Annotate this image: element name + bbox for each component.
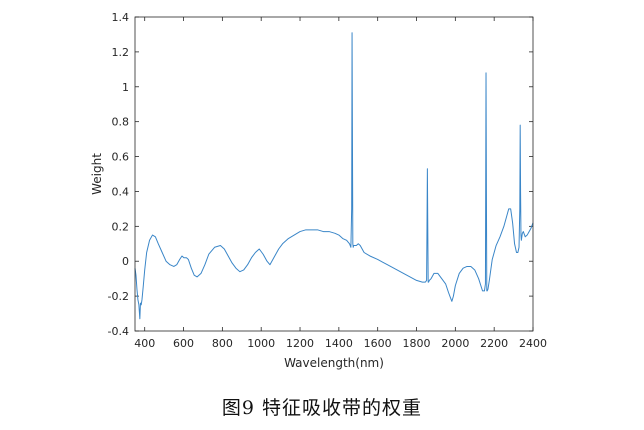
figure-caption: 图9 特征吸收带的权重 <box>221 397 423 419</box>
series-line <box>134 32 534 320</box>
x-tick-label: 2000 <box>441 337 469 350</box>
x-tick-label: 1400 <box>325 337 353 350</box>
y-tick-label: 0 <box>122 255 129 268</box>
weight-spectrum-chart: 400 600 800 1000 1200 1400 1600 1800 2000 2200 240… <box>90 11 547 370</box>
x-tick-label: 2400 <box>519 337 547 350</box>
y-tick-label: 0.6 <box>112 151 130 164</box>
x-tick-label: 400 <box>134 337 155 350</box>
plot-area <box>135 17 533 331</box>
y-tick-label: 0.2 <box>112 220 130 233</box>
y-tick-label: 0.4 <box>112 185 130 198</box>
y-axis-label: Weight <box>90 153 104 195</box>
tick-labels: 400 600 800 1000 1200 1400 1600 1800 2000 2200 240… <box>108 11 547 350</box>
plot-frame <box>134 16 534 332</box>
x-axis-label: Wavelength(nm) <box>284 356 384 370</box>
y-tick-label: 1.2 <box>112 46 130 59</box>
y-tick-label: 1 <box>122 81 129 94</box>
x-tick-label: 1800 <box>403 337 431 350</box>
y-tick-label: -0.2 <box>108 290 129 303</box>
x-tick-label: 1600 <box>364 337 392 350</box>
y-tick-label: -0.4 <box>108 325 129 338</box>
x-tick-label: 2200 <box>480 337 508 350</box>
y-tick-label: 0.8 <box>112 116 130 129</box>
x-tick-label: 800 <box>212 337 233 350</box>
y-tick-label: 1.4 <box>112 11 130 24</box>
x-tick-label: 600 <box>173 337 194 350</box>
x-tick-label: 1200 <box>286 337 314 350</box>
x-tick-label: 1000 <box>247 337 275 350</box>
